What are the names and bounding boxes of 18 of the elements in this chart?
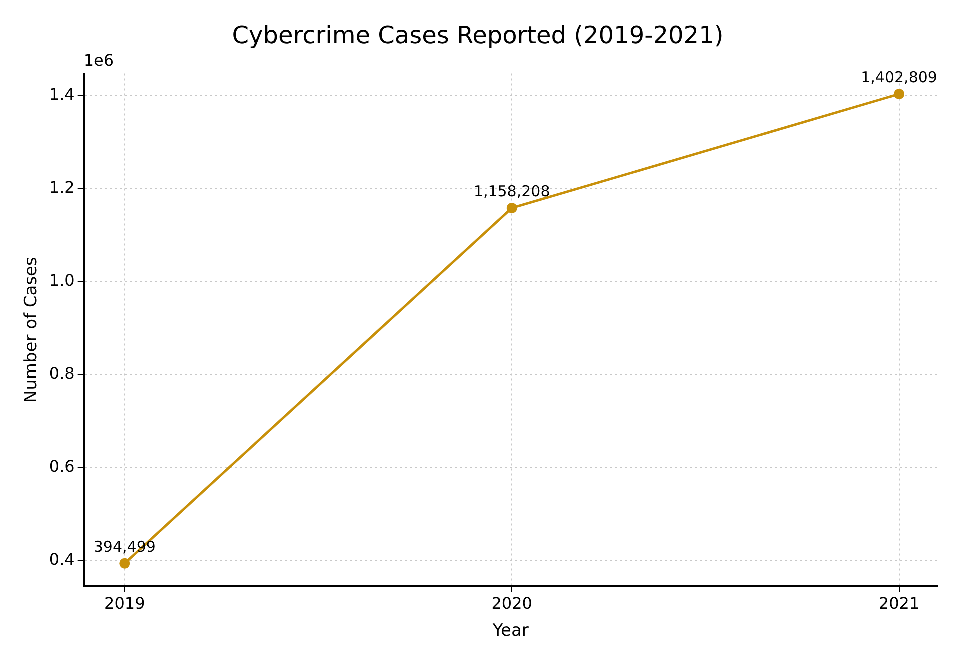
- y-tick-label: 0.8: [49, 364, 75, 383]
- annotation: 1,402,809: [861, 68, 938, 87]
- chart-title: Cybercrime Cases Reported (2019-2021): [232, 22, 724, 50]
- point: [894, 89, 905, 100]
- y-tick-label: 0.6: [49, 456, 75, 476]
- x-axis-title: Year: [492, 621, 529, 642]
- y-axis-title: Number of Cases: [22, 256, 42, 404]
- y-tick-label: 1.0: [49, 270, 75, 290]
- text: 1e6: [84, 50, 114, 70]
- x-tick-label: 2019: [104, 594, 146, 614]
- x-tick-label: 2020: [492, 594, 532, 614]
- x-tick-label: 2021: [878, 594, 920, 614]
- point: [506, 202, 518, 214]
- point: [120, 558, 130, 569]
- annotation: 1,158,208: [474, 182, 550, 201]
- y-tick-label: 1.2: [49, 178, 75, 197]
- y-tick-label: 0.4: [49, 550, 75, 569]
- y-tick-label: 1.4: [49, 84, 75, 104]
